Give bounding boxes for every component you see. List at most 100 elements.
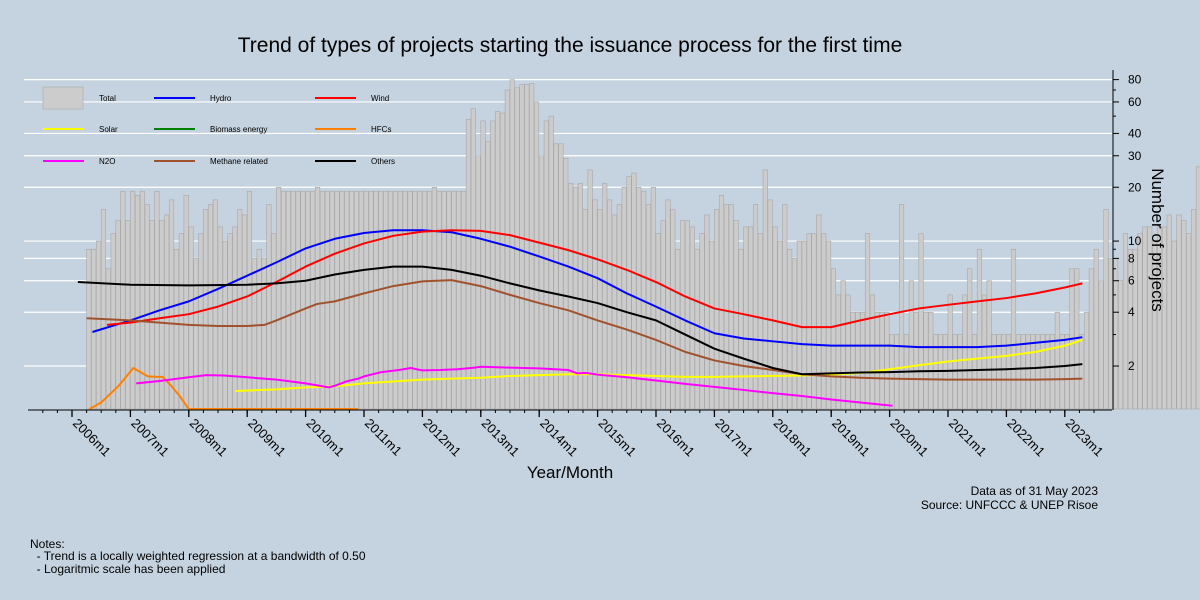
bar-total <box>650 186 656 410</box>
bar-total <box>276 186 282 410</box>
line-hfcs <box>89 367 359 410</box>
bar-total <box>490 120 496 410</box>
x-tick-label: 2022m1 <box>1004 416 1048 460</box>
bar-total <box>431 186 437 410</box>
bar-total <box>806 233 812 410</box>
legend-label-wind: Wind <box>371 94 389 103</box>
bar-total <box>154 190 160 410</box>
bar-total <box>538 155 544 410</box>
chart-title: Trend of types of projects starting the … <box>238 34 903 57</box>
bar-total <box>1103 209 1109 410</box>
line-n2o <box>136 365 893 407</box>
legend: Total Hydro Wind Solar Biomass energy HFCs N2O… <box>42 86 395 166</box>
bar-total <box>947 294 953 410</box>
bar-total <box>821 233 827 410</box>
bar-total <box>680 220 686 410</box>
bar-total <box>816 214 822 410</box>
bar-total <box>358 190 364 410</box>
bar-total <box>285 190 291 410</box>
x-axis-label: Year/Month <box>527 463 613 482</box>
bar-total <box>1040 334 1046 410</box>
bar-total <box>1142 226 1148 410</box>
bar-total <box>105 268 111 410</box>
bar-total <box>767 199 773 410</box>
bar-total <box>480 120 486 410</box>
bar-total <box>558 143 564 410</box>
y-tick-label: 4 <box>1128 305 1135 319</box>
bar-total <box>748 226 754 410</box>
bar-total <box>261 258 267 410</box>
x-tick-label: 2008m1 <box>187 416 231 460</box>
bar-total <box>193 258 199 410</box>
legend-label-others: Others <box>371 157 395 166</box>
bar-total <box>1098 280 1104 410</box>
bar-total <box>1152 240 1158 410</box>
line-methane-related <box>86 279 1083 381</box>
bar-total <box>1025 334 1031 410</box>
bar-total <box>787 248 793 410</box>
bar-total <box>1186 233 1192 410</box>
note-bandwidth: - Trend is a locally weighted regression… <box>30 549 366 563</box>
bar-total <box>519 84 525 410</box>
bar-total <box>607 199 613 410</box>
bar-total <box>1006 334 1012 410</box>
bar-total <box>1195 166 1200 410</box>
bar-total <box>777 240 783 410</box>
bar-total <box>957 334 963 410</box>
bar-total <box>353 190 360 410</box>
bar-total <box>504 89 510 410</box>
bar-total <box>791 258 798 410</box>
bar-total <box>524 84 530 410</box>
notes-title: Notes: <box>30 537 65 551</box>
bar-total <box>212 199 218 410</box>
bar-total <box>1088 268 1094 410</box>
bar-total <box>621 186 627 410</box>
bar-total <box>830 268 836 410</box>
bar-total <box>125 220 131 410</box>
bar-total <box>207 204 214 410</box>
bar-total <box>835 294 841 410</box>
bar-total <box>801 240 807 410</box>
x-tick-label: 2018m1 <box>771 416 815 460</box>
x-tick-label: 2015m1 <box>595 416 639 460</box>
bar-total <box>694 248 700 410</box>
bar-total <box>1132 248 1138 410</box>
bar-total <box>582 209 588 410</box>
bar-total <box>529 83 535 410</box>
bar-total <box>237 209 243 410</box>
bar-total <box>315 186 321 410</box>
bar-total <box>1166 214 1172 410</box>
bar-total <box>373 190 379 410</box>
bar-total <box>465 118 471 410</box>
bar-total <box>169 199 175 410</box>
bar-total <box>986 280 992 410</box>
bar-total <box>611 214 617 410</box>
bar-total <box>115 220 121 410</box>
bar-total <box>553 143 559 410</box>
bar-total <box>879 311 885 410</box>
bar-total <box>811 233 817 410</box>
bar-total <box>1054 311 1060 410</box>
bar-total <box>543 120 549 410</box>
bar-total <box>743 226 749 410</box>
bar-total <box>110 233 116 410</box>
bar-total <box>96 240 102 410</box>
x-tick-label: 2010m1 <box>303 416 347 460</box>
bar-total <box>412 190 418 410</box>
bar-total <box>1108 258 1114 410</box>
bar-total <box>952 334 958 410</box>
bar-total <box>1181 220 1187 410</box>
line-wind <box>106 229 1083 329</box>
y-tick-label: 60 <box>1128 95 1142 109</box>
data-as-of-note: Data as of 31 May 2023 <box>971 484 1099 498</box>
bar-total <box>733 220 739 410</box>
legend-label-hydro: Hydro <box>210 94 232 103</box>
bar-total <box>1035 334 1041 410</box>
source-note: Source: UNFCCC & UNEP Risoe <box>921 498 1098 512</box>
x-tick-label: 2011m1 <box>362 416 405 459</box>
bar-total <box>1001 334 1007 410</box>
bar-total <box>1083 311 1090 410</box>
bar-total <box>587 169 593 410</box>
y-tick-label: 2 <box>1128 359 1135 373</box>
